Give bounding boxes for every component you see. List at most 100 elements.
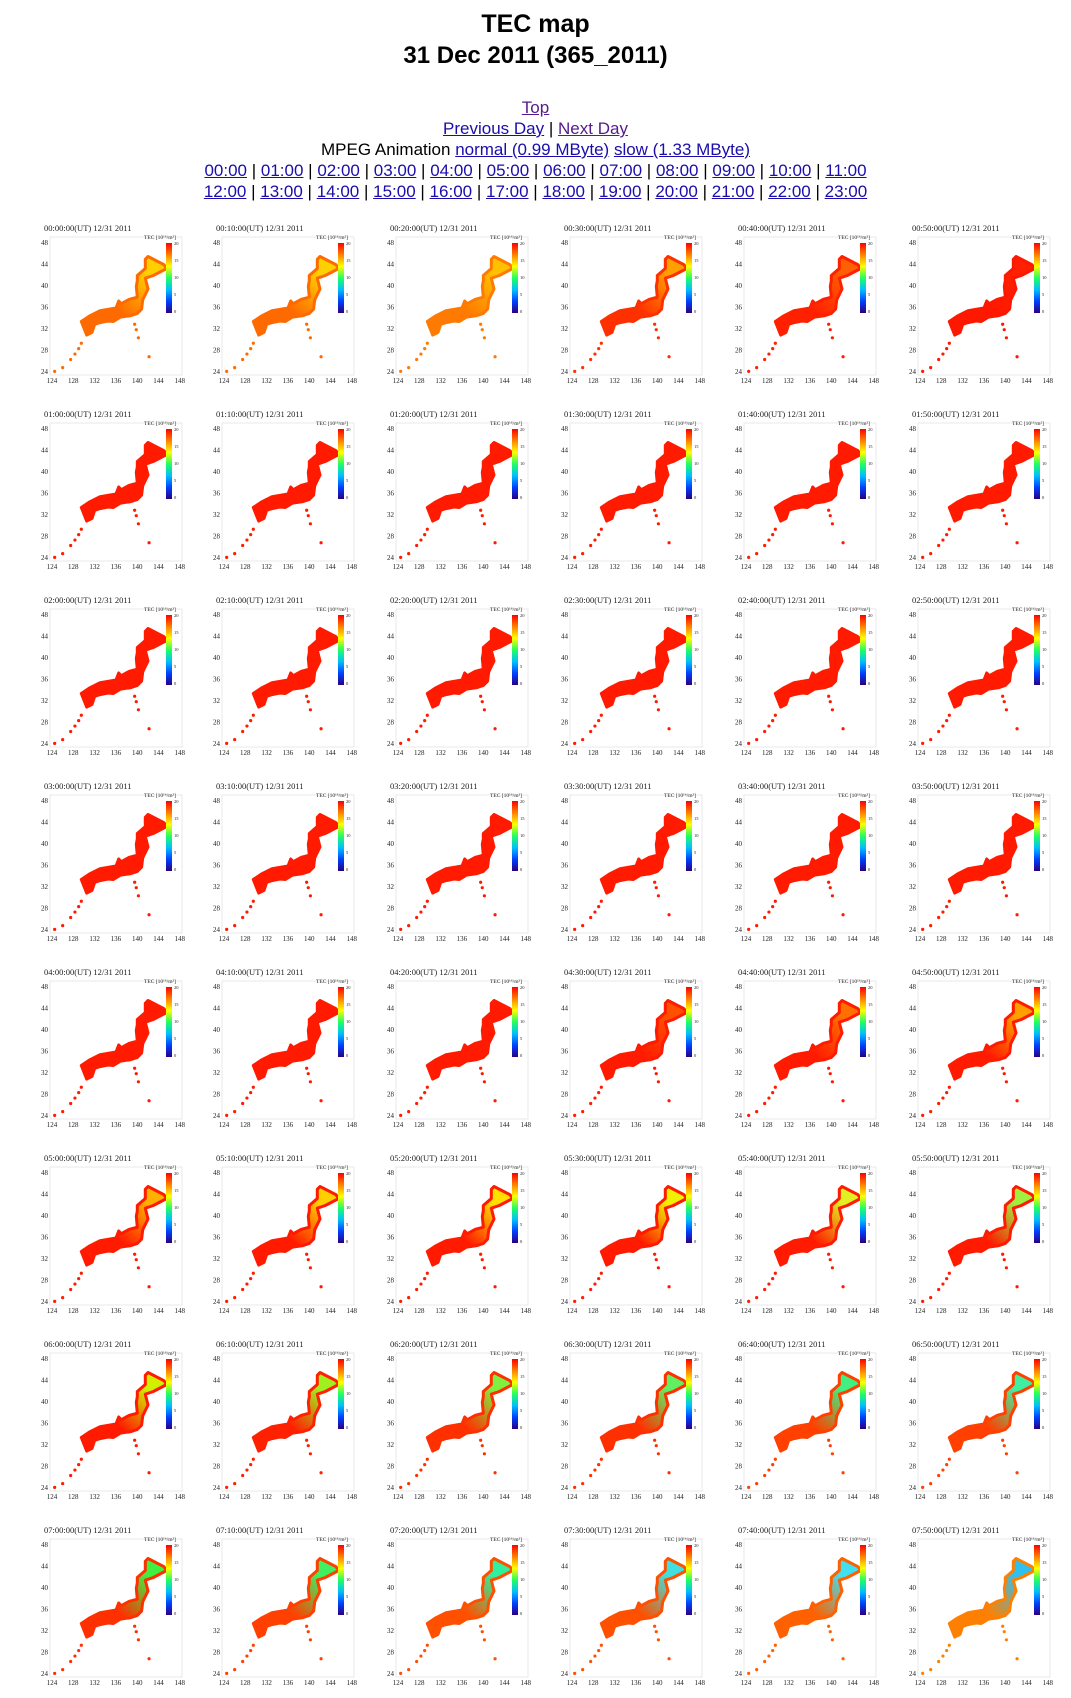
lon-tick: 148: [1043, 1121, 1054, 1129]
top-link[interactable]: Top: [521, 98, 550, 117]
island-dot: [830, 1638, 834, 1642]
island-dot: [1004, 522, 1008, 526]
hour-link[interactable]: 22:00: [768, 182, 811, 201]
hour-link[interactable]: 13:00: [260, 182, 303, 201]
island-dot: [423, 719, 427, 723]
island-dot: [599, 899, 603, 903]
hour-link[interactable]: 08:00: [655, 161, 699, 180]
lon-tick: 140: [652, 749, 663, 757]
colorbar-tick: 5: [174, 1408, 177, 1413]
lon-tick: 144: [847, 1493, 858, 1501]
colorbar-tick: 0: [520, 1053, 523, 1058]
hour-link[interactable]: 12:00: [203, 182, 247, 201]
island-dot: [947, 1085, 951, 1089]
island-dot: [73, 538, 77, 542]
colorbar-tick: 20: [346, 799, 351, 804]
hour-link[interactable]: 04:00: [430, 161, 473, 180]
island-dot: [1004, 1080, 1008, 1084]
hour-link[interactable]: 07:00: [599, 161, 643, 180]
lat-tick: 32: [735, 1441, 743, 1449]
lon-tick: 132: [435, 749, 446, 757]
hour-link[interactable]: 17:00: [486, 182, 529, 201]
hour-link[interactable]: 23:00: [824, 182, 868, 201]
hour-link[interactable]: 16:00: [429, 182, 473, 201]
island-dot: [599, 1457, 603, 1461]
lat-tick: 32: [561, 325, 569, 333]
colorbar-tick: 5: [174, 664, 177, 669]
island-dot: [921, 1485, 925, 1489]
hour-link[interactable]: 19:00: [598, 182, 642, 201]
lat-tick: 40: [387, 1398, 395, 1406]
island-dot: [773, 1643, 777, 1647]
island-dot: [747, 741, 751, 745]
hour-link[interactable]: 09:00: [712, 161, 755, 180]
hour-link[interactable]: 00:00: [204, 161, 247, 180]
colorbar-tick: 10: [346, 647, 351, 652]
hour-link[interactable]: 02:00: [317, 161, 360, 180]
hour-link[interactable]: 20:00: [655, 182, 698, 201]
lat-tick: 24: [387, 368, 395, 376]
hour-link[interactable]: 14:00: [316, 182, 360, 201]
lat-tick: 36: [909, 676, 917, 684]
lon-tick: 148: [1043, 563, 1054, 571]
lat-tick: 40: [213, 468, 221, 476]
island-dot: [233, 551, 237, 556]
lon-tick: 136: [457, 1121, 468, 1129]
colorbar-tick: 20: [174, 241, 179, 246]
lat-tick: 32: [561, 1255, 569, 1263]
previous-day-link[interactable]: Previous Day: [443, 119, 545, 138]
hour-link[interactable]: 03:00: [373, 161, 417, 180]
colorbar-title: TEC [10¹⁶/m²]: [316, 793, 348, 799]
lon-tick: 132: [261, 1121, 272, 1129]
hour-link[interactable]: 05:00: [486, 161, 530, 180]
island-dot: [415, 1659, 419, 1664]
colorbar-tick: 5: [694, 1036, 697, 1041]
island-dot: [61, 1109, 65, 1114]
lat-tick: 24: [213, 926, 221, 934]
island-dot: [133, 1624, 137, 1628]
colorbar-tick: 15: [346, 1560, 351, 1565]
lon-tick: 136: [111, 1307, 122, 1315]
colorbar-tick: 10: [1042, 647, 1047, 652]
hour-link[interactable]: 10:00: [768, 161, 812, 180]
hour-link[interactable]: 15:00: [373, 182, 416, 201]
lat-tick: 40: [213, 1584, 221, 1592]
colorbar-tick: 0: [346, 495, 349, 500]
lat-tick: 44: [41, 261, 49, 269]
island-dot: [653, 880, 657, 884]
island-dot: [947, 713, 951, 717]
hour-link[interactable]: 06:00: [543, 161, 586, 180]
island-dot: [653, 1066, 657, 1070]
lon-tick: 148: [175, 749, 186, 757]
colorbar-tick: 5: [1042, 1408, 1045, 1413]
island-dot: [597, 1091, 601, 1095]
lat-tick: 48: [213, 1355, 221, 1363]
island-dot: [69, 1287, 73, 1292]
lon-tick: 128: [588, 563, 599, 571]
next-day-link[interactable]: Next Day: [558, 119, 628, 138]
normal-link[interactable]: normal (0.99 MByte): [455, 140, 610, 159]
island-dot: [1015, 1285, 1019, 1289]
lon-tick: 132: [957, 1121, 968, 1129]
island-dot: [767, 1096, 771, 1100]
lat-tick: 32: [735, 1627, 743, 1635]
hour-link[interactable]: 01:00: [260, 161, 304, 180]
lat-tick: 24: [909, 740, 917, 748]
hour-link[interactable]: 18:00: [542, 182, 585, 201]
island-dot: [133, 508, 137, 512]
colorbar-tick: 15: [520, 1002, 525, 1007]
island-dot: [319, 1285, 323, 1289]
lat-tick: 28: [735, 1091, 743, 1099]
colorbar: [686, 615, 692, 685]
slow-link[interactable]: slow (1.33 MByte): [613, 140, 750, 159]
colorbar-title: TEC [10¹⁶/m²]: [1012, 979, 1044, 985]
lat-tick: 36: [213, 490, 221, 498]
hour-link[interactable]: 21:00: [711, 182, 755, 201]
hour-link[interactable]: 11:00: [825, 161, 867, 180]
island-dot: [61, 1481, 65, 1486]
lon-tick: 132: [435, 1493, 446, 1501]
island-dot: [225, 1113, 229, 1117]
colorbar-tick: 20: [1042, 1171, 1047, 1176]
lat-tick: 48: [387, 239, 395, 247]
colorbar-tick: 0: [694, 1053, 697, 1058]
